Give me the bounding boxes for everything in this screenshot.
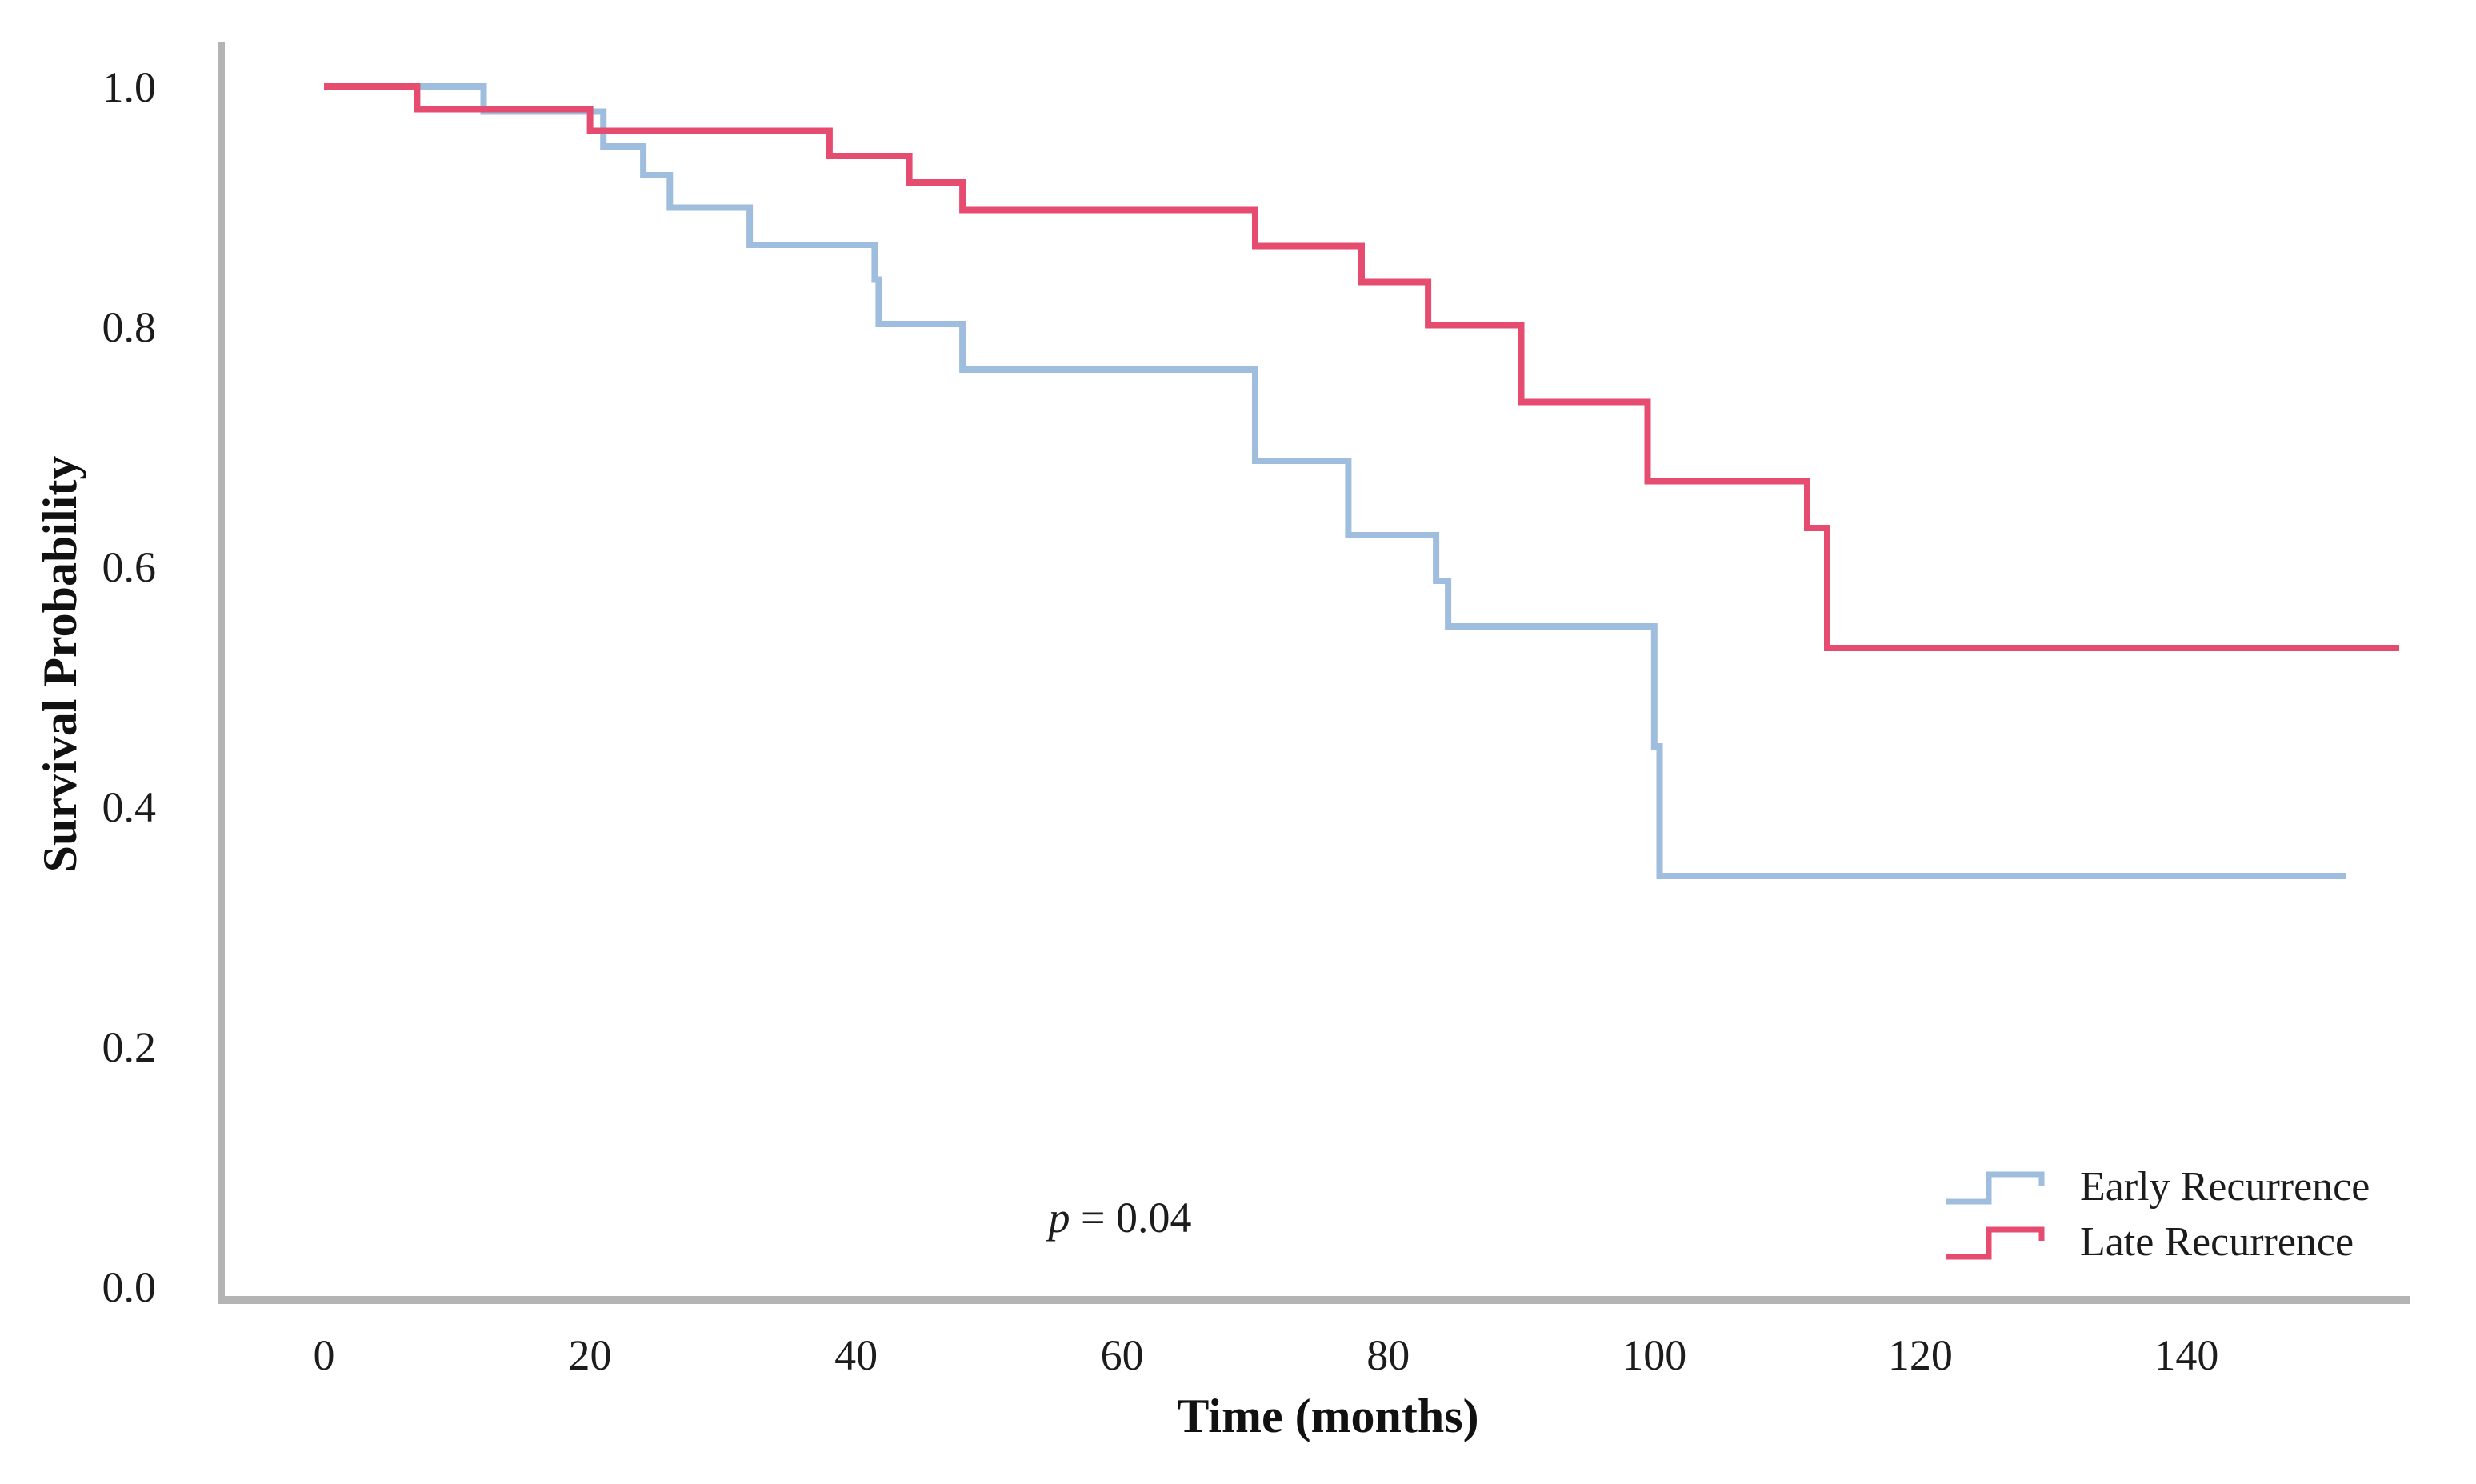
x-tick-label: 60 — [1101, 1331, 1144, 1379]
y-tick-label: 0.2 — [102, 1023, 157, 1071]
y-tick-label: 0.0 — [102, 1263, 157, 1311]
x-tick-label: 100 — [1622, 1331, 1686, 1379]
x-tick-label: 0 — [314, 1331, 335, 1379]
x-axis-title: Time (months) — [1177, 1390, 1478, 1442]
x-tick-label: 40 — [834, 1331, 878, 1379]
p-value-symbol: p — [1046, 1194, 1070, 1242]
legend-label-late-recurrence: Late Recurrence — [2080, 1219, 2354, 1265]
y-axis-tick-labels: 1.0 0.8 0.6 0.4 0.2 0.0 — [102, 63, 157, 1311]
legend-label-early-recurrence: Early Recurrence — [2080, 1164, 2370, 1210]
p-value-annotation: p = 0.04 — [1046, 1194, 1192, 1242]
x-tick-label: 140 — [2154, 1331, 2218, 1379]
survival-curves — [324, 83, 2399, 879]
y-axis-title: Survival Probability — [34, 456, 86, 873]
y-tick-label: 0.4 — [102, 783, 157, 831]
legend-early-recurrence-step-icon — [1946, 1171, 2045, 1205]
x-tick-label: 80 — [1366, 1331, 1410, 1379]
y-tick-label: 1.0 — [102, 63, 157, 111]
x-tick-label: 120 — [1888, 1331, 1953, 1379]
x-axis-tick-labels: 0 20 40 60 80 100 120 140 — [314, 1331, 2219, 1379]
p-value-text: = 0.04 — [1070, 1194, 1192, 1242]
legend: Early Recurrence Late Recurrence — [1946, 1164, 2370, 1265]
survival-curve-early-recurrence — [324, 83, 2346, 879]
y-tick-label: 0.8 — [102, 303, 157, 351]
y-tick-label: 0.6 — [102, 543, 157, 591]
legend-late-recurrence-step-icon — [1946, 1226, 2045, 1260]
survival-curve-late-recurrence — [324, 83, 2399, 651]
x-tick-label: 20 — [569, 1331, 612, 1379]
